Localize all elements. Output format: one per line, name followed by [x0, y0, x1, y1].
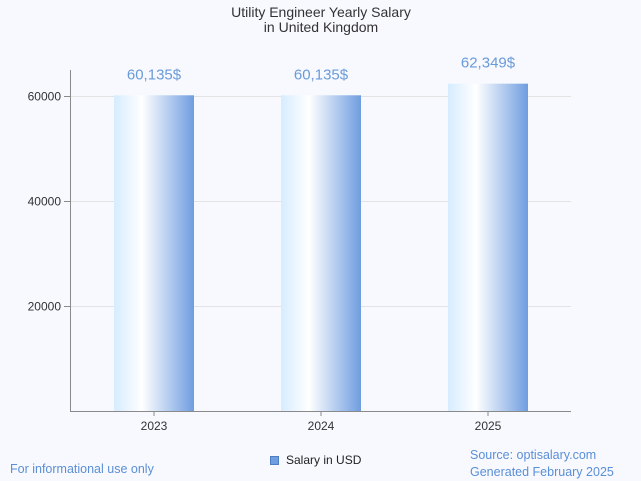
data-label-2025: 62,349$ — [461, 55, 516, 72]
informational-note: For informational use only — [10, 462, 154, 476]
generated-date: Generated February 2025 — [470, 465, 614, 479]
axes: 20000 40000 60000 2023 2024 2025 — [28, 70, 571, 433]
data-label-2023: 60,135$ — [127, 66, 182, 83]
bar-2023 — [114, 95, 194, 411]
y-tick-label: 20000 — [28, 300, 62, 314]
bars — [114, 83, 528, 411]
x-tick-label-2025: 2025 — [475, 419, 502, 433]
source-block: Source: optisalary.com Generated Februar… — [470, 447, 614, 481]
chart-title-line-2: in United Kingdom — [264, 19, 378, 35]
chart-title-line-1: Utility Engineer Yearly Salary — [231, 4, 411, 20]
x-tick-label-2023: 2023 — [141, 419, 168, 433]
data-labels: 60,135$ 60,135$ 62,349$ — [127, 55, 516, 84]
legend: Salary in USD — [270, 453, 361, 467]
source-text: Source: optisalary.com — [470, 448, 597, 462]
data-label-2024: 60,135$ — [294, 66, 349, 83]
legend-label: Salary in USD — [286, 453, 362, 467]
y-tick-label: 40000 — [28, 195, 62, 209]
legend-swatch — [270, 455, 279, 465]
bar-2024 — [281, 95, 361, 411]
y-tick-label: 60000 — [28, 90, 62, 104]
bar-2025 — [448, 83, 528, 411]
x-tick-label-2024: 2024 — [308, 419, 335, 433]
